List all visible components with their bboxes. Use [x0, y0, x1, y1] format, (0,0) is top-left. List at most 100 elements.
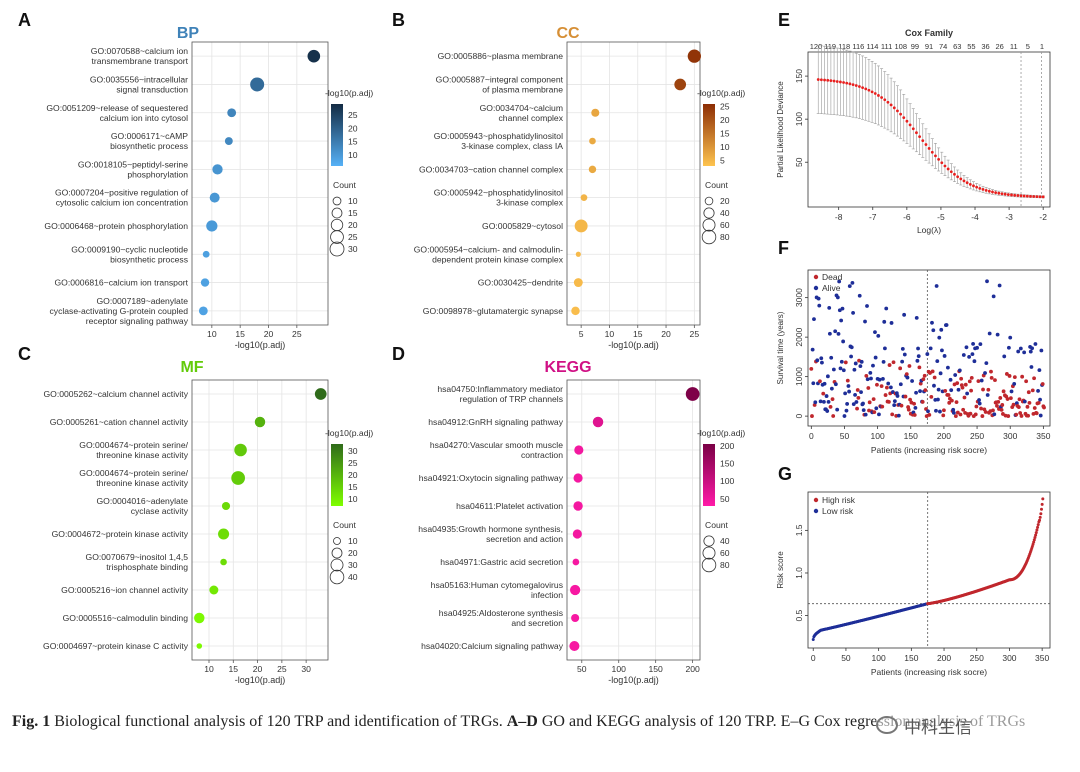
term-point [224, 137, 233, 146]
patient-point [921, 377, 926, 382]
term-label: of plasma membrane [482, 84, 563, 94]
y-tick-label: 150 [794, 69, 804, 83]
patient-point [958, 412, 963, 417]
patient-point [852, 367, 857, 372]
patient-point [1032, 376, 1036, 381]
patient-point [859, 390, 863, 394]
top-tick-label: 55 [967, 42, 975, 51]
patient-point [881, 359, 886, 364]
term-label: hsa04921:Oxytocin signaling pathway [419, 473, 564, 483]
deviance-point [956, 175, 960, 179]
term-label: GO:0005886~plasma membrane [438, 51, 564, 61]
patient-point [822, 381, 827, 386]
legend-size-tick: 40 [348, 572, 358, 582]
patient-point [1027, 400, 1032, 405]
term-label: hsa04270:Vascular smooth muscle [430, 440, 563, 450]
term-point [206, 220, 218, 232]
term-label: hsa04935:Growth hormone synthesis, [418, 524, 563, 534]
deviance-point [968, 182, 972, 186]
patient-point [967, 379, 972, 384]
patient-point [827, 331, 832, 336]
patient-point [843, 391, 848, 396]
legend-color-tick: 150 [720, 458, 735, 468]
patient-point [888, 385, 893, 390]
patient-point [974, 404, 979, 409]
patient-point [968, 411, 973, 416]
legend-label: High risk [822, 495, 856, 505]
term-point [200, 278, 210, 287]
term-point [589, 137, 596, 145]
y-tick-label: 0 [794, 413, 804, 418]
patient-point [891, 360, 896, 365]
patient-point [867, 400, 872, 405]
term-point [674, 78, 687, 91]
panel-title-D: KEGG [544, 359, 591, 376]
patient-point [985, 279, 989, 284]
legend-marker [813, 497, 819, 503]
term-label: GO:0006816~calcium ion transport [54, 278, 188, 288]
patient-point [863, 319, 867, 324]
term-label: receptor signaling pathway [86, 316, 189, 326]
patient-point [840, 306, 845, 311]
patient-point [981, 387, 985, 392]
patient-point [938, 409, 942, 414]
x-tick-label: 15 [229, 664, 239, 674]
legend-size-tick: 80 [720, 232, 730, 242]
patient-point [825, 409, 830, 413]
legend-size-circle [703, 535, 715, 547]
deviance-point [930, 150, 934, 154]
panel-letter-G: G [778, 464, 792, 484]
term-label: hsa04971:Gastric acid secretion [440, 557, 563, 567]
legend-color-title: -log10(p.adj) [697, 88, 745, 98]
term-label: infection [531, 590, 563, 600]
patient-point [900, 346, 905, 351]
term-point [234, 443, 247, 457]
patient-point [892, 403, 897, 408]
risk-point [1036, 525, 1040, 529]
patient-point [858, 364, 863, 369]
deviance-point [870, 90, 874, 94]
patient-point [880, 404, 885, 409]
patient-point [928, 346, 933, 351]
legend-size-title: Count [333, 520, 357, 530]
patient-point [920, 400, 925, 404]
patient-point [961, 353, 966, 357]
patient-point [971, 342, 975, 346]
patient-point [964, 345, 969, 350]
deviance-point [1038, 195, 1042, 199]
patient-point [833, 329, 838, 334]
deviance-point [842, 81, 845, 84]
deviance-point [953, 172, 956, 176]
legend-color-tick: 5 [720, 156, 725, 166]
patient-point [1009, 389, 1014, 394]
patient-point [930, 320, 934, 325]
y-tick-label: 50 [794, 157, 804, 167]
deviance-point [946, 167, 950, 171]
patient-point [825, 374, 830, 379]
patient-point [883, 393, 888, 397]
patient-point [816, 296, 821, 301]
deviance-point [883, 98, 887, 102]
deviance-point [877, 94, 880, 97]
patient-point [831, 414, 836, 418]
term-label: hsa04925:Aldosterone synthesis [439, 608, 563, 618]
legend-size-circle [331, 207, 343, 219]
patient-point [989, 375, 994, 380]
patient-point [976, 379, 981, 383]
x-tick-label: 100 [612, 664, 627, 674]
patient-point [905, 375, 910, 380]
term-point [685, 387, 700, 401]
deviance-point [873, 92, 877, 95]
patient-point [812, 317, 816, 322]
deviance-point [864, 87, 868, 91]
patient-point [881, 376, 885, 381]
patient-point [995, 404, 999, 408]
patient-point [849, 345, 854, 350]
patient-point [953, 414, 958, 419]
term-label: secretion and action [486, 534, 563, 544]
y-tick-label: 0.5 [794, 609, 804, 621]
deviance-point [965, 181, 969, 185]
deviance-point [987, 189, 991, 193]
